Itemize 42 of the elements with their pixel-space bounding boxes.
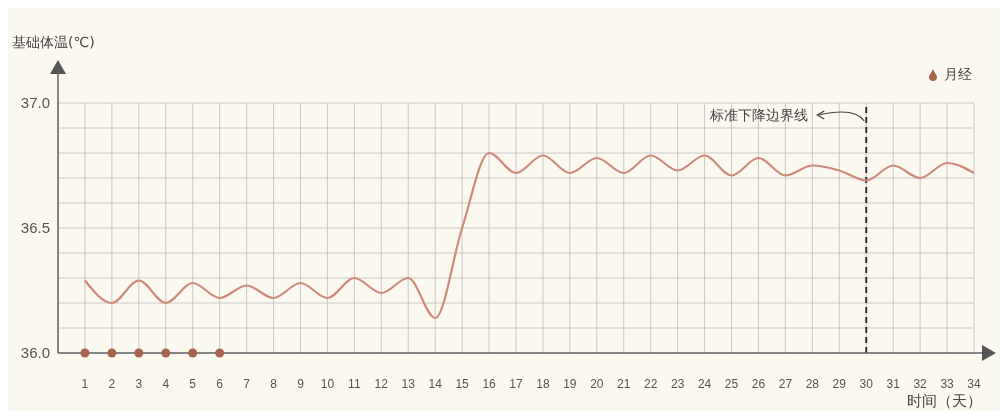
ref-line-label: 标准下降边界线	[709, 107, 809, 123]
x-tick-label: 15	[455, 376, 470, 391]
x-tick-label: 34	[967, 376, 981, 391]
x-tick-label: 13	[401, 376, 416, 391]
y-tick-label: 36.5	[20, 219, 50, 237]
x-tick-label: 27	[778, 376, 793, 391]
x-tick-label: 2	[108, 376, 116, 391]
x-tick-label: 8	[270, 376, 278, 391]
y-axis-title: 基础体温(℃)	[12, 34, 95, 52]
line-series	[83, 151, 974, 320]
x-tick-label: 21	[617, 376, 631, 391]
x-tick-label: 14	[428, 376, 443, 391]
legend-label: 月经	[944, 66, 972, 84]
x-tick-label: 5	[189, 376, 197, 391]
x-tick-label: 11	[348, 376, 361, 391]
x-tick-label: 30	[859, 376, 874, 391]
x-tick-label: 3	[135, 376, 143, 391]
x-tick-label: 4	[162, 376, 170, 391]
x-tick-label: 9	[297, 376, 305, 391]
x-tick-label: 20	[590, 376, 604, 391]
x-tick-label: 25	[724, 376, 739, 391]
x-tick-label: 19	[563, 376, 577, 391]
y-tick-label: 37.0	[20, 94, 50, 112]
x-tick-label: 6	[216, 376, 224, 391]
y-tick-label: 36.0	[20, 344, 50, 362]
x-tick-label: 32	[913, 376, 928, 391]
x-tick-label: 17	[509, 376, 523, 391]
x-tick-label: 26	[751, 376, 766, 391]
x-tick-label: 1	[81, 376, 89, 391]
x-tick-label: 33	[940, 376, 955, 391]
x-tick-label: 31	[886, 376, 901, 391]
x-axis-title: 时间（天）	[907, 392, 982, 411]
x-tick-label: 12	[374, 376, 389, 391]
x-tick-label: 10	[320, 376, 335, 391]
x-tick-label: 24	[697, 376, 712, 391]
x-tick-label: 22	[644, 376, 658, 391]
x-tick-label: 28	[805, 376, 820, 391]
x-tick-label: 18	[536, 376, 550, 391]
x-tick-label: 29	[832, 376, 847, 391]
x-tick-label: 7	[243, 376, 251, 391]
x-tick-label: 16	[482, 376, 497, 391]
x-tick-label: 23	[670, 376, 685, 391]
